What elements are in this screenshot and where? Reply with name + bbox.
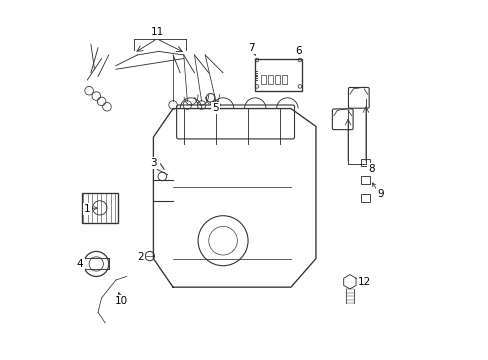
Text: 10: 10 <box>115 296 127 306</box>
Text: 5: 5 <box>211 103 218 113</box>
Text: 4: 4 <box>77 259 83 269</box>
Bar <box>267 75 272 84</box>
Bar <box>282 75 287 84</box>
Text: 1: 1 <box>84 203 90 213</box>
Text: 9: 9 <box>376 189 383 199</box>
Text: 3: 3 <box>150 158 156 168</box>
Bar <box>360 158 369 166</box>
Bar <box>274 75 280 84</box>
Text: 2: 2 <box>137 252 143 262</box>
Bar <box>360 176 369 184</box>
Bar <box>360 194 369 202</box>
Text: 11: 11 <box>150 27 163 37</box>
Text: 8: 8 <box>367 164 374 174</box>
Bar <box>260 75 265 84</box>
Text: 12: 12 <box>357 277 370 287</box>
Text: 6: 6 <box>294 46 301 57</box>
Text: 7: 7 <box>248 43 254 53</box>
